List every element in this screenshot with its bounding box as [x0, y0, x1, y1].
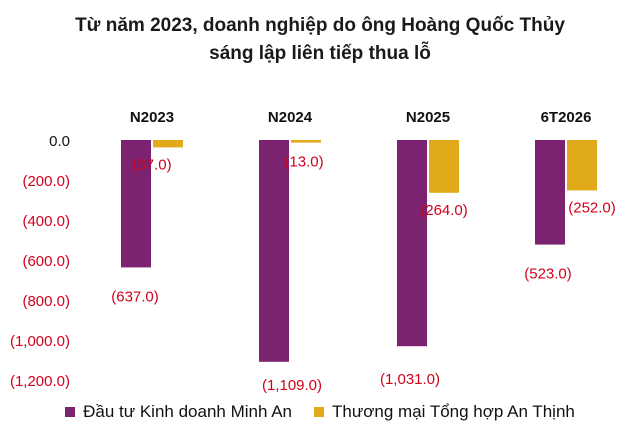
category-label: N2024 [268, 109, 313, 126]
legend-label-minh-an: Đầu tư Kinh doanh Minh An [83, 402, 293, 421]
bar-chart: 0.0 (200.0) (400.0) (600.0) (800.0) (1,000.0)… [10, 109, 616, 394]
y-tick-label: (800.0) [22, 293, 70, 310]
legend-label-an-thinh: Thương mại Tổng hợp An Thịnh [332, 402, 575, 421]
chart-title-line-1: Từ năm 2023, doanh nghiệp do ông Hoàng Q… [75, 15, 565, 36]
legend-item-minh-an: Đầu tư Kinh doanh Minh An [65, 402, 292, 422]
category-label: N2023 [130, 109, 174, 126]
bar [567, 140, 597, 191]
y-tick-label: (200.0) [22, 173, 70, 190]
data-label: (13.0) [284, 154, 323, 171]
data-label: (1,031.0) [380, 371, 440, 388]
legend-swatch-minh-an [65, 407, 76, 417]
data-label: (523.0) [524, 266, 572, 283]
category-label: 6T2026 [541, 109, 592, 126]
y-tick-label: (1,200.0) [10, 373, 70, 390]
category-label: N2025 [406, 109, 450, 126]
legend-item-an-thinh: Thương mại Tổng hợp An Thịnh [314, 402, 575, 422]
bar [259, 140, 289, 362]
y-tick-label: (600.0) [22, 253, 70, 270]
legend: Đầu tư Kinh doanh Minh An Thương mại Tổn… [0, 402, 640, 422]
bar [429, 140, 459, 193]
bar [153, 140, 183, 148]
bar [535, 140, 565, 245]
y-tick-label: (400.0) [22, 213, 70, 230]
bar [121, 140, 151, 268]
data-label: (637.0) [111, 288, 159, 305]
chart-title-line-2: sáng lập liên tiếp thua lỗ [209, 43, 431, 64]
y-tick-label: 0.0 [49, 133, 70, 150]
data-label: (37.0) [132, 156, 171, 173]
chart-title: Từ năm 2023, doanh nghiệp do ông Hoàng Q… [0, 12, 640, 68]
data-label: (252.0) [568, 199, 616, 216]
y-tick-label: (1,000.0) [10, 333, 70, 350]
bar [291, 140, 321, 143]
data-label: (264.0) [420, 202, 468, 219]
data-label: (1,109.0) [262, 377, 322, 394]
legend-swatch-an-thinh [314, 407, 325, 417]
bar [397, 140, 427, 347]
